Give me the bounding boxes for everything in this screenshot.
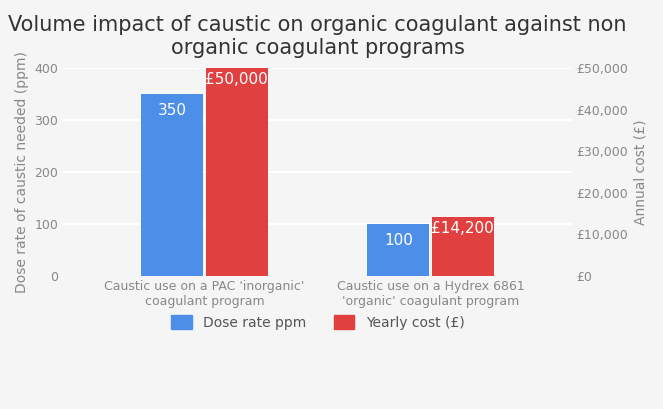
Bar — [432, 217, 494, 276]
Bar — [367, 224, 430, 276]
Legend: Dose rate ppm, Yearly cost (£): Dose rate ppm, Yearly cost (£) — [165, 309, 470, 335]
Text: 350: 350 — [158, 103, 187, 118]
Text: £50,000: £50,000 — [206, 72, 268, 87]
Text: £14,200: £14,200 — [432, 221, 494, 236]
Y-axis label: Dose rate of caustic needed (ppm): Dose rate of caustic needed (ppm) — [15, 51, 29, 293]
Title: Volume impact of caustic on organic coagulant against non
organic coagulant prog: Volume impact of caustic on organic coag… — [8, 15, 627, 58]
Bar — [141, 94, 204, 276]
Y-axis label: Annual cost (£): Annual cost (£) — [634, 119, 648, 225]
Text: 100: 100 — [384, 233, 413, 248]
Bar — [206, 68, 268, 276]
